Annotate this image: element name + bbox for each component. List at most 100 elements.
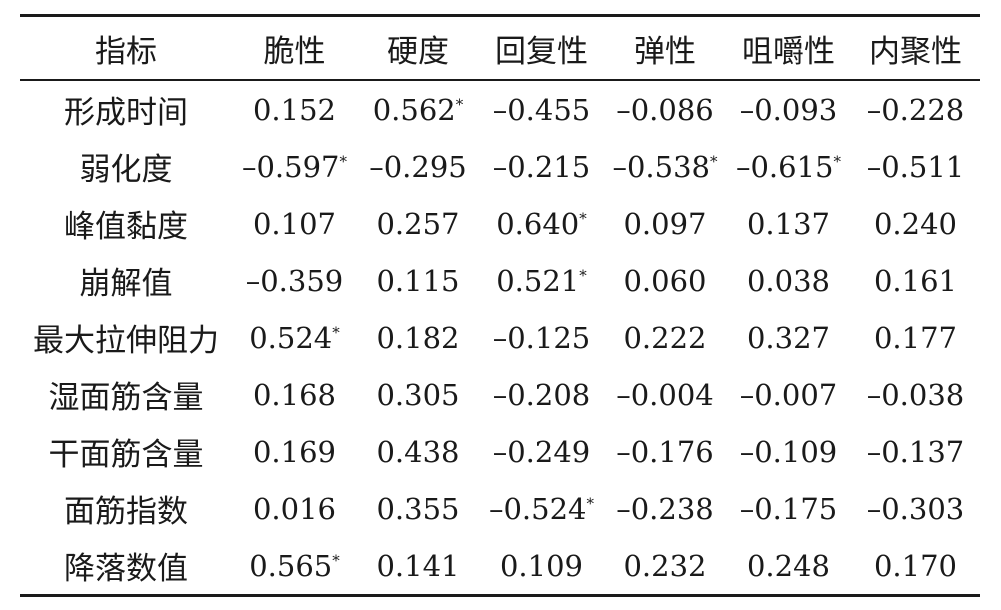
header-cohesiveness: 内聚性 [869, 33, 962, 70]
cell-value: 0.222 [623, 320, 707, 355]
row-label: 弱化度 [79, 152, 173, 188]
cell-value: 0.177 [873, 320, 958, 355]
table-body: 形成时间 0.152 0.562* –0.455 –0.086 –0.093 –0.228 弱… [20, 80, 980, 596]
table-cell: –0.455 [479, 80, 604, 138]
significance-marker: * [455, 94, 464, 113]
row-label: 峰值黏度 [64, 209, 188, 245]
table-cell: 0.565* [232, 537, 357, 596]
cell-value: 0.305 [376, 377, 460, 412]
cell-value: –0.038 [866, 377, 965, 412]
cell-value: 0.060 [623, 263, 707, 298]
table-cell: 0.097 [604, 195, 726, 252]
cell-value: –0.004 [616, 377, 714, 412]
table-cell: 0.562* [357, 80, 479, 138]
table-cell: 0.232 [604, 537, 726, 596]
row-label: 面筋指数 [64, 494, 188, 530]
table-cell: –0.359 [232, 252, 357, 309]
cell-value: –0.615 [735, 149, 834, 184]
table-cell: –0.511 [851, 138, 980, 195]
table-cell: –0.215 [479, 138, 604, 195]
table-cell: 0.060 [604, 252, 726, 309]
cell-value: –0.175 [739, 491, 838, 526]
cell-value: 0.524 [249, 320, 333, 355]
cell-value: –0.109 [739, 434, 838, 469]
table-cell: –0.295 [357, 138, 479, 195]
table-cell: 0.222 [604, 309, 726, 366]
cell-value: 0.182 [376, 320, 460, 355]
significance-marker: * [332, 550, 340, 569]
cell-value: 0.107 [252, 206, 337, 241]
table-cell: 0.109 [479, 537, 604, 596]
row-label: 崩解值 [79, 266, 173, 302]
cell-value: 0.640 [496, 206, 580, 241]
table-cell: 0.438 [357, 423, 479, 480]
table-cell: 0.305 [357, 366, 479, 423]
table-cell: 0.168 [232, 366, 357, 423]
table-header-row: 指标 脆性 硬度 回复性 弹性 咀嚼性 内聚性 [20, 15, 980, 80]
table-cell: 0.038 [726, 252, 851, 309]
table-cell: 0.240 [851, 195, 980, 252]
header-resilience: 回复性 [495, 33, 588, 70]
table-cell: –0.093 [726, 80, 851, 138]
cell-value: 0.327 [746, 320, 831, 355]
table-row: 干面筋含量 0.169 0.438 –0.249 –0.176 –0.109 –0.137 [20, 423, 980, 480]
cell-value: 0.521 [496, 263, 580, 298]
table-row: 崩解值 –0.359 0.115 0.521* 0.060 0.038 0.161 [20, 252, 980, 309]
table-cell: 0.248 [726, 537, 851, 596]
table-cell: 0.327 [726, 309, 851, 366]
cell-value: –0.007 [739, 377, 838, 412]
significance-marker: * [579, 265, 587, 284]
table-cell: 0.524* [232, 309, 357, 366]
row-label: 降落数值 [64, 551, 188, 587]
table-cell: –0.125 [479, 309, 604, 366]
cell-value: –0.215 [492, 149, 591, 184]
cell-value: –0.176 [616, 434, 714, 469]
table-row: 最大拉伸阻力 0.524* 0.182 –0.125 0.222 0.327 0.177 [20, 309, 980, 366]
cell-value: 0.257 [376, 206, 460, 241]
table-cell: –0.303 [851, 480, 980, 537]
cell-value: –0.137 [866, 434, 965, 469]
table-cell: 0.161 [851, 252, 980, 309]
table-cell: 0.257 [357, 195, 479, 252]
table-cell: 0.640* [479, 195, 604, 252]
row-label: 形成时间 [64, 95, 188, 131]
cell-value: 0.248 [746, 548, 831, 583]
correlation-table-container: 指标 脆性 硬度 回复性 弹性 咀嚼性 内聚性 形成时间 0.152 0.562* –… [20, 14, 980, 597]
row-label: 湿面筋含量 [48, 380, 204, 416]
table-cell: 0.169 [232, 423, 357, 480]
table-cell: –0.538* [604, 138, 726, 195]
cell-value: –0.295 [369, 149, 467, 184]
cell-value: 0.565 [249, 548, 333, 583]
cell-value: 0.137 [746, 206, 831, 241]
table-cell: –0.007 [726, 366, 851, 423]
table-row: 形成时间 0.152 0.562* –0.455 –0.086 –0.093 –0.228 [20, 80, 980, 138]
table-cell: –0.004 [604, 366, 726, 423]
table-cell: 0.177 [851, 309, 980, 366]
table-cell: 0.141 [357, 537, 479, 596]
significance-marker: * [339, 151, 348, 170]
table-cell: 0.152 [232, 80, 357, 138]
table-cell: –0.249 [479, 423, 604, 480]
cell-value: 0.232 [623, 548, 707, 583]
table-cell: –0.086 [604, 80, 726, 138]
table-cell: 0.170 [851, 537, 980, 596]
table-cell: –0.208 [479, 366, 604, 423]
correlation-table: 指标 脆性 硬度 回复性 弹性 咀嚼性 内聚性 形成时间 0.152 0.562* –… [20, 14, 980, 597]
cell-value: –0.249 [492, 434, 591, 469]
cell-value: –0.303 [866, 491, 965, 526]
cell-value: 0.168 [252, 377, 337, 412]
cell-value: 0.115 [376, 263, 460, 298]
table-cell: 0.115 [357, 252, 479, 309]
table-cell: 0.182 [357, 309, 479, 366]
table-cell: –0.175 [726, 480, 851, 537]
significance-marker: * [833, 151, 842, 170]
cell-value: 0.016 [252, 491, 337, 526]
cell-value: 0.170 [873, 548, 958, 583]
row-label: 最大拉伸阻力 [33, 323, 219, 359]
cell-value: –0.359 [245, 263, 344, 298]
cell-value: –0.093 [739, 92, 838, 127]
cell-value: –0.125 [492, 320, 591, 355]
cell-value: 0.097 [623, 206, 707, 241]
table-cell: –0.238 [604, 480, 726, 537]
significance-marker: * [579, 208, 587, 227]
